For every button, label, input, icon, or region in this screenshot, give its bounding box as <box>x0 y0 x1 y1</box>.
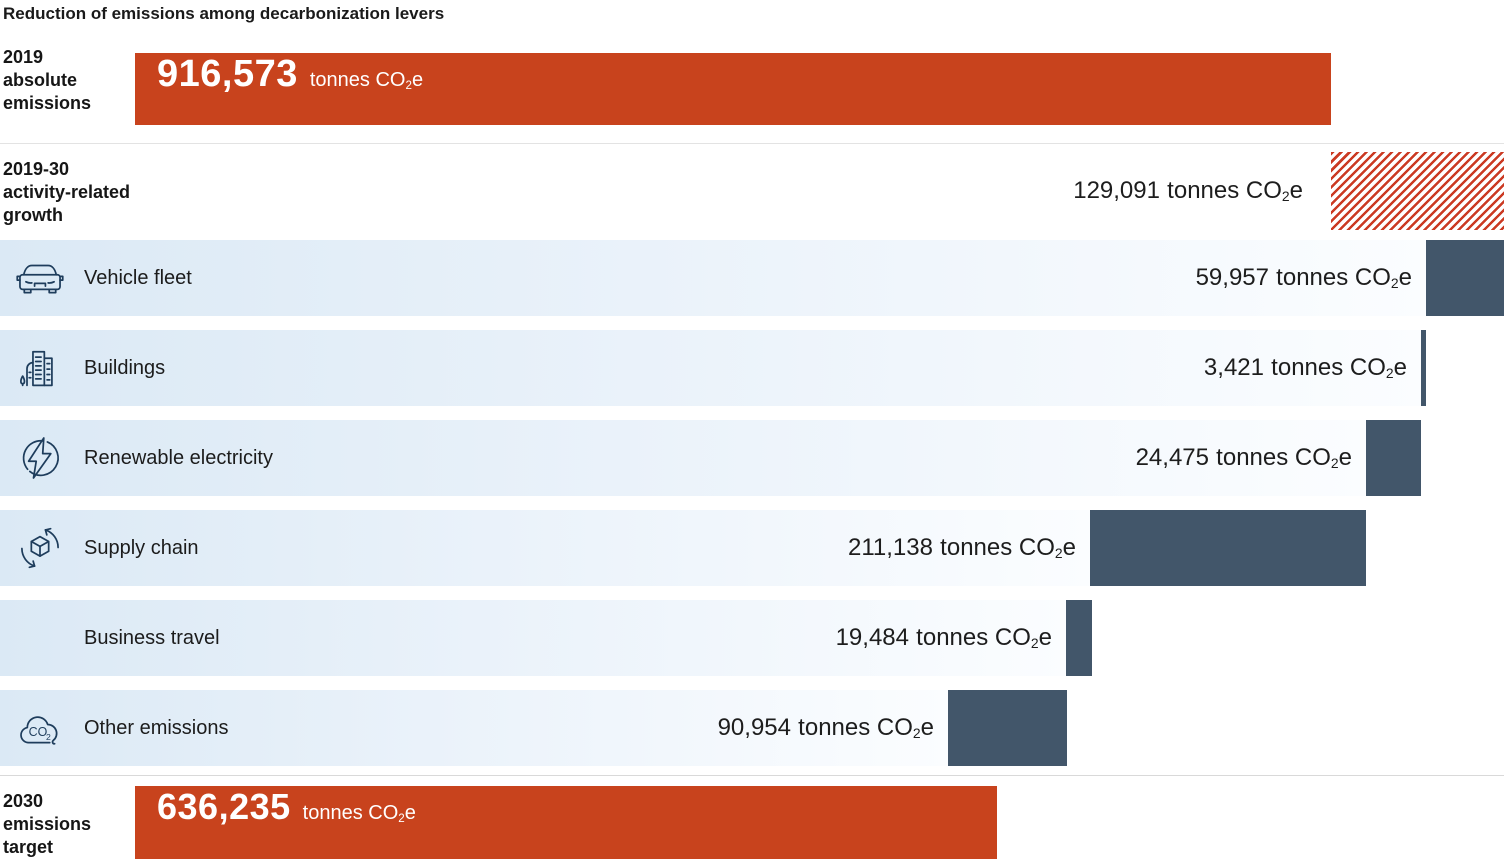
lever-label: Other emissions <box>84 690 229 766</box>
lever-row-vehicle-fleet: Vehicle fleet 59,957tonnes CO2e <box>0 240 1504 316</box>
growth-label-line: activity-related <box>3 181 130 204</box>
target-total-bar: 636,235 tonnes CO2e <box>135 786 997 859</box>
lever-bar <box>1366 420 1421 496</box>
target-label-line: emissions <box>3 813 91 836</box>
lever-row-business-travel: Business travel 19,484tonnes CO2e <box>0 600 1504 676</box>
lightning-icon <box>14 432 66 484</box>
divider <box>0 775 1504 776</box>
lever-row-buildings: Buildings 3,421tonnes CO2e <box>0 330 1504 406</box>
growth-label: 2019-30 activity-related growth <box>3 158 130 227</box>
start-label-line: emissions <box>3 92 91 115</box>
growth-label-line: 2019-30 <box>3 158 130 181</box>
car-icon <box>14 252 66 304</box>
lever-value: 59,957tonnes CO2e <box>1196 240 1412 316</box>
svg-text:CO: CO <box>29 725 48 739</box>
lever-bar <box>1421 330 1426 406</box>
growth-label-line: growth <box>3 204 130 227</box>
lever-value: 3,421tonnes CO2e <box>1204 330 1407 406</box>
waterfall-chart: Reduction of emissions among decarboniza… <box>0 0 1504 863</box>
lever-bar <box>1426 240 1504 316</box>
lever-row-supply-chain: Supply chain 211,138tonnes CO2e <box>0 510 1504 586</box>
lever-label: Supply chain <box>84 510 199 586</box>
start-total-bar: 916,573 tonnes CO2e <box>135 53 1331 125</box>
lever-value: 19,484tonnes CO2e <box>836 600 1052 676</box>
svg-text:2: 2 <box>46 732 51 742</box>
lever-value: 90,954tonnes CO2e <box>718 690 934 766</box>
buildings-icon <box>14 342 66 394</box>
chart-title: Reduction of emissions among decarboniza… <box>3 4 444 24</box>
lever-label: Buildings <box>84 330 165 406</box>
lever-bar <box>948 690 1067 766</box>
growth-value: 129,091tonnes CO2e <box>1073 152 1303 230</box>
lever-value: 211,138tonnes CO2e <box>848 510 1076 586</box>
lever-label: Business travel <box>84 600 220 676</box>
growth-hatched-bar <box>1331 152 1504 230</box>
target-label: 2030 emissions target <box>3 790 91 859</box>
target-label-line: 2030 <box>3 790 91 813</box>
supply-chain-icon <box>14 522 66 574</box>
lever-value: 24,475tonnes CO2e <box>1136 420 1352 496</box>
start-label: 2019 absolute emissions <box>3 46 91 115</box>
lever-bar <box>1090 510 1366 586</box>
lever-bar <box>1066 600 1092 676</box>
divider <box>0 143 1504 144</box>
lever-row-other-emissions: CO 2 Other emissions 90,954tonnes CO2e <box>0 690 1504 766</box>
start-units: tonnes CO2e <box>310 69 423 92</box>
target-units: tonnes CO2e <box>303 802 416 825</box>
start-label-line: 2019 <box>3 46 91 69</box>
start-amount: 916,573 <box>157 53 298 96</box>
co2-cloud-icon: CO 2 <box>14 702 66 754</box>
lever-label: Vehicle fleet <box>84 240 192 316</box>
lever-label: Renewable electricity <box>84 420 273 496</box>
start-label-line: absolute <box>3 69 91 92</box>
target-label-line: target <box>3 836 91 859</box>
target-amount: 636,235 <box>157 786 291 828</box>
lever-row-renewable-electricity: Renewable electricity 24,475tonnes CO2e <box>0 420 1504 496</box>
